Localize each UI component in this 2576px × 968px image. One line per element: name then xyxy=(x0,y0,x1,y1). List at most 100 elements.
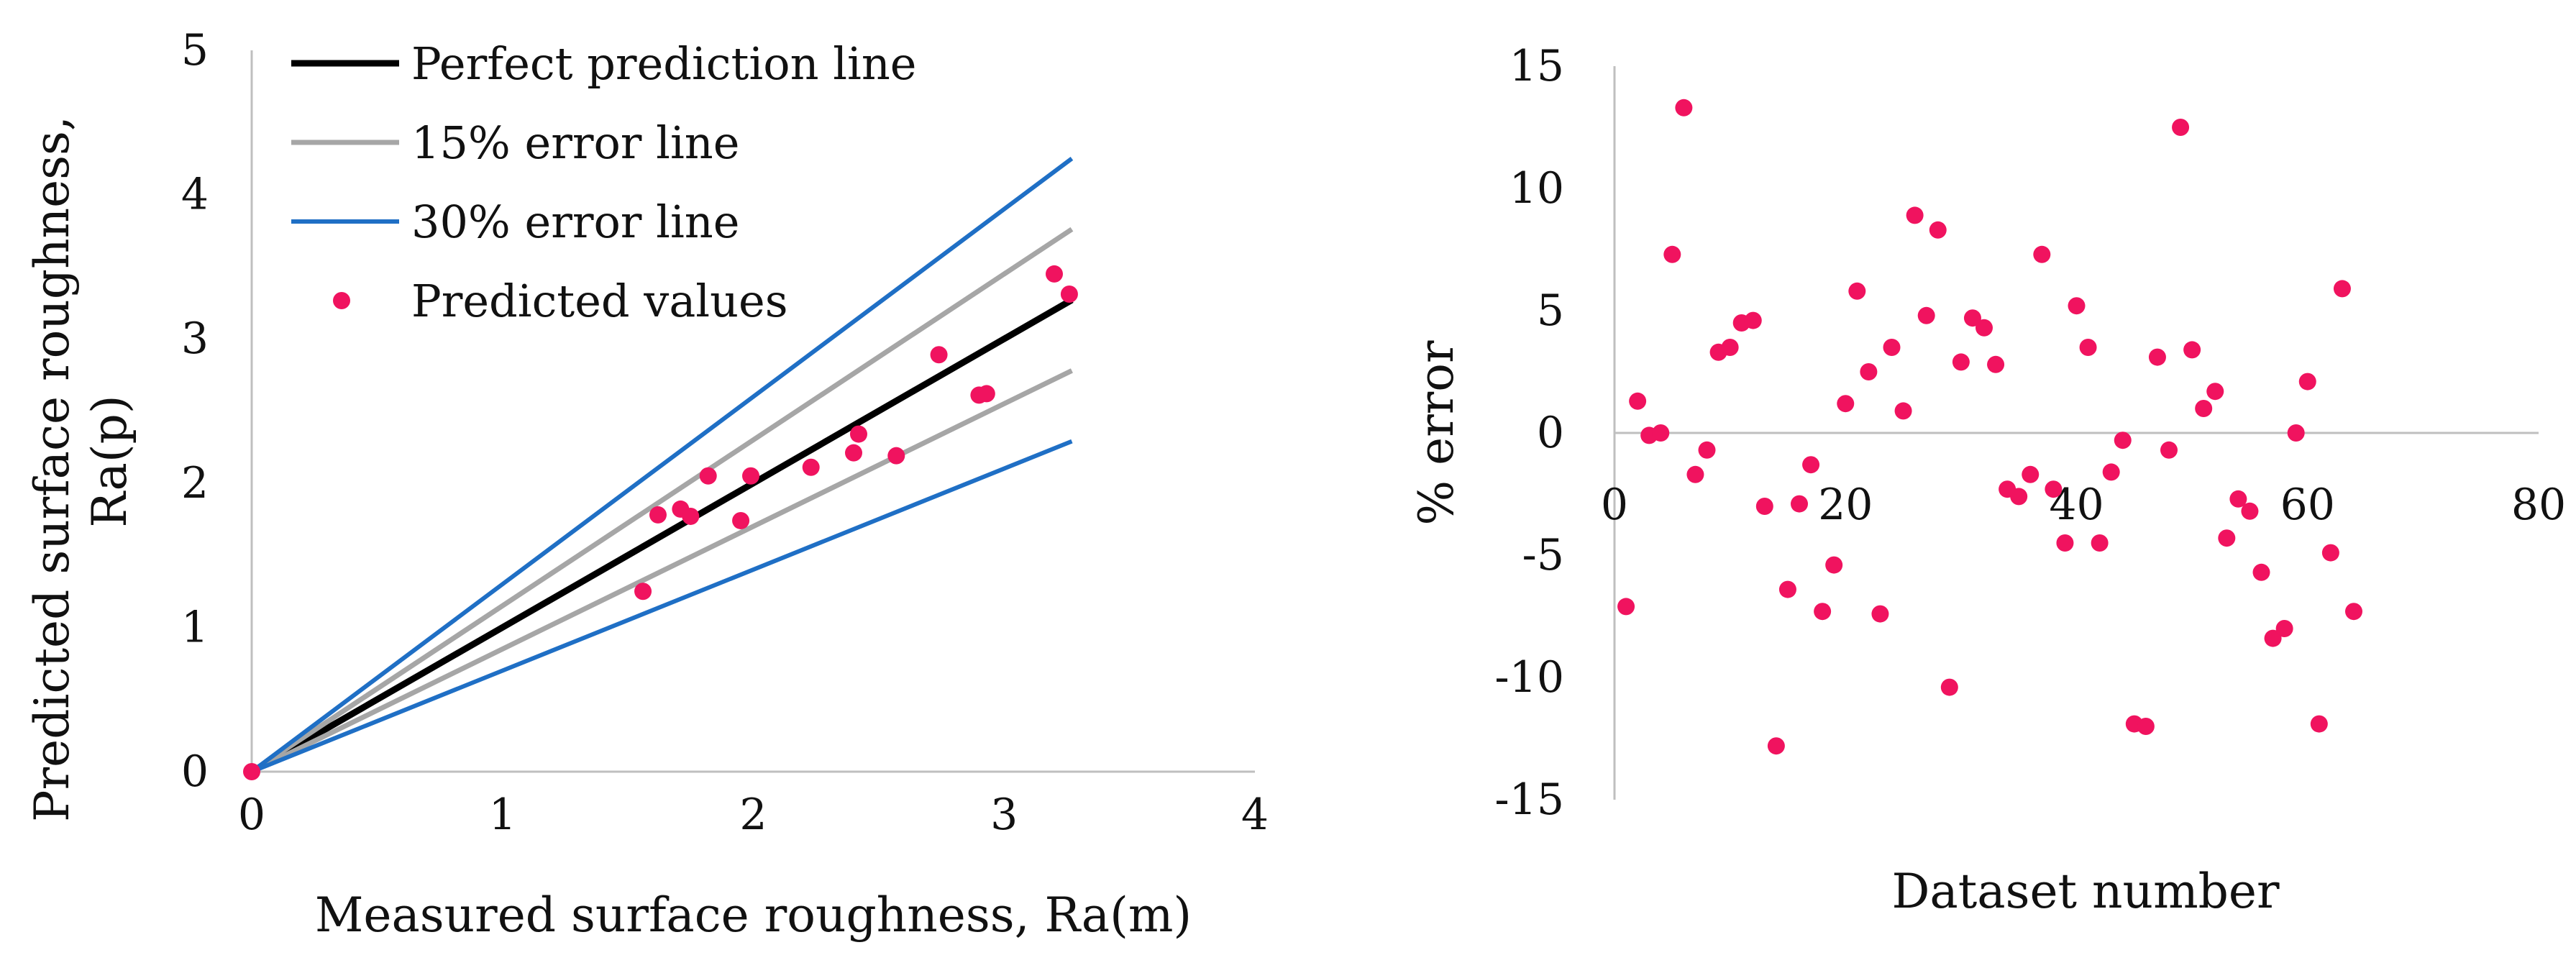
error-point xyxy=(2102,463,2120,481)
error-point xyxy=(1629,392,1647,410)
right-error-points xyxy=(1617,99,2362,755)
error-point xyxy=(1837,395,1855,413)
error-point xyxy=(1767,737,1785,755)
right-y-tick-label: -5 xyxy=(1522,530,1564,580)
predicted-point xyxy=(1046,265,1063,283)
error-point xyxy=(1755,498,1773,515)
right-y-tick-label: 0 xyxy=(1537,408,1564,458)
left-legend: Perfect prediction line 15% error line 30%… xyxy=(291,37,917,327)
error-point xyxy=(1929,221,1947,239)
error-point xyxy=(2333,280,2351,298)
error-point xyxy=(1976,319,1993,337)
predicted-point xyxy=(849,425,867,443)
error-point xyxy=(2287,424,2305,442)
predicted-point xyxy=(742,467,760,485)
error-point xyxy=(1652,424,1670,442)
left-x-tick-label: 3 xyxy=(990,790,1018,840)
error-point xyxy=(2068,297,2086,315)
error-point xyxy=(2345,603,2362,621)
error-point xyxy=(2033,245,2051,263)
left-reference-lines xyxy=(250,157,1074,775)
left-y-axis-title: Predicted surface roughness, Ra(p) xyxy=(24,101,137,822)
left-x-tick-label: 4 xyxy=(1241,790,1269,840)
left-y-tick-label: 3 xyxy=(181,314,209,364)
right-y-tick-label: 15 xyxy=(1509,41,1564,91)
error-point xyxy=(1663,245,1681,263)
left-y-tick-label: 0 xyxy=(181,746,209,797)
predicted-point xyxy=(682,507,700,525)
predicted-vs-measured-chart: 0 1 2 3 4 0 1 2 3 4 5 Measured surface roughness,… xyxy=(24,25,1269,943)
error-point xyxy=(1791,495,1808,513)
left-y-tick-label: 1 xyxy=(181,602,209,652)
error-point xyxy=(2022,465,2040,483)
right-x-tick-label: 80 xyxy=(2511,480,2566,530)
error-point xyxy=(2056,534,2074,552)
error-point xyxy=(2079,339,2097,356)
left-y-axis-title-line-1: Predicted surface roughness, xyxy=(24,116,80,822)
left-x-axis-title: Measured surface roughness, Ra(m) xyxy=(315,887,1192,943)
error-point xyxy=(1698,441,1716,459)
left-y-tick-label: 2 xyxy=(181,458,209,508)
predicted-point xyxy=(699,467,717,485)
legend-point-symbol xyxy=(333,292,350,309)
reference-line xyxy=(250,157,1074,774)
right-x-tick-labels: 0 20 40 60 80 xyxy=(1601,480,2566,530)
error-point xyxy=(1744,311,1762,329)
left-y-tick-label: 5 xyxy=(181,25,209,76)
error-point xyxy=(2091,534,2109,552)
left-x-tick-labels: 0 1 2 3 4 xyxy=(238,790,1269,840)
error-point xyxy=(1860,363,1878,380)
error-point xyxy=(2206,383,2224,401)
legend-label: Perfect prediction line xyxy=(411,37,917,90)
error-point xyxy=(2010,488,2028,506)
legend-label: 30% error line xyxy=(411,196,739,248)
error-point xyxy=(2148,348,2166,366)
error-point xyxy=(1952,353,1970,371)
right-y-axis-title: % error xyxy=(1409,340,1464,526)
error-point xyxy=(2321,544,2339,562)
error-point xyxy=(2172,119,2190,136)
predicted-point xyxy=(243,763,260,780)
error-point xyxy=(2195,400,2213,417)
error-point xyxy=(2114,432,2132,449)
error-point xyxy=(1802,456,1820,474)
left-x-tick-label: 0 xyxy=(238,790,265,840)
legend-label: Predicted values xyxy=(411,275,788,327)
left-x-tick-label: 1 xyxy=(489,790,516,840)
predicted-point xyxy=(887,447,905,465)
reference-line xyxy=(250,439,1073,774)
predicted-point xyxy=(977,385,995,403)
error-point xyxy=(2275,620,2293,637)
predicted-point xyxy=(802,458,820,476)
right-y-tick-label: 5 xyxy=(1537,286,1564,336)
error-point xyxy=(1825,556,1843,574)
left-predicted-points xyxy=(243,265,1078,780)
left-x-tick-label: 2 xyxy=(739,790,767,840)
right-x-tick-label: 60 xyxy=(2280,480,2335,530)
error-point xyxy=(2218,529,2236,547)
error-point xyxy=(1917,306,1935,324)
error-point xyxy=(1814,603,1832,621)
error-point xyxy=(2241,502,2259,520)
error-point xyxy=(1848,282,1866,300)
error-point xyxy=(1894,402,1912,420)
error-point xyxy=(2252,563,2270,581)
error-point xyxy=(1617,598,1635,616)
error-point xyxy=(2310,715,2328,733)
predicted-point xyxy=(930,346,948,364)
predicted-point xyxy=(634,583,652,601)
predicted-point xyxy=(649,506,667,524)
error-point xyxy=(2137,718,2155,735)
reference-line xyxy=(250,297,1074,775)
error-point xyxy=(2298,373,2316,391)
right-y-tick-label: -15 xyxy=(1494,775,1564,825)
predicted-point xyxy=(1060,286,1078,303)
right-y-tick-labels: -15 -10 -5 0 5 10 15 xyxy=(1494,41,1564,825)
error-point xyxy=(1987,355,2005,373)
error-point xyxy=(2183,341,2201,359)
predicted-point xyxy=(732,511,750,529)
error-point xyxy=(1906,206,1924,224)
right-x-tick-label: 20 xyxy=(1818,480,1873,530)
error-point xyxy=(1686,465,1704,483)
